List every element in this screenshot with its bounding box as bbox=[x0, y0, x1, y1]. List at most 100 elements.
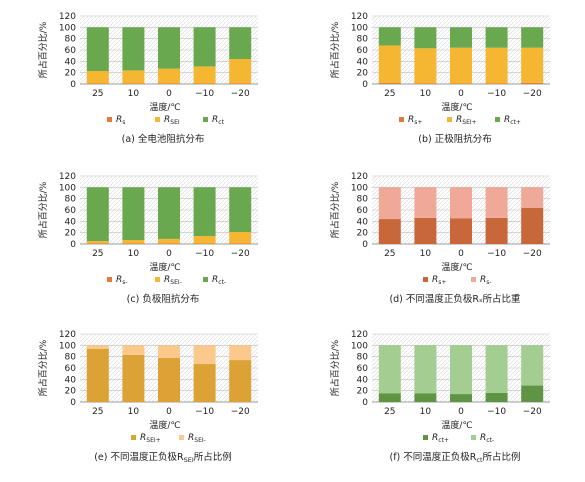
legend-swatch bbox=[423, 435, 428, 440]
x-tick-label: −20 bbox=[231, 89, 250, 99]
y-tick-label: 20 bbox=[357, 229, 369, 239]
legend-label: Rs+ bbox=[432, 275, 446, 286]
caption: (f) 不同温度正负极Rct所占比例 bbox=[389, 451, 520, 464]
bar-segment bbox=[229, 187, 252, 233]
bar-segment bbox=[193, 364, 216, 402]
panel-d: 0 20 40 60 80 100 120 25 10 0 −10 −20 所占百分比/% 温度/℃ Rs+… bbox=[292, 160, 584, 320]
y-tick-label: 100 bbox=[351, 183, 368, 193]
x-tick-label: 0 bbox=[166, 89, 172, 99]
bar-segment bbox=[193, 236, 216, 244]
caption: (d) 不同温度正负极Rₛ所占比重 bbox=[389, 293, 521, 305]
caption: (a) 全电池阻抗分布 bbox=[122, 133, 205, 145]
y-tick-label: 40 bbox=[357, 57, 369, 67]
x-tick-label: 0 bbox=[166, 249, 172, 259]
bar-segment bbox=[193, 243, 216, 244]
x-axis-label: 温度/℃ bbox=[441, 419, 472, 431]
y-tick-label: 60 bbox=[357, 206, 369, 216]
y-tick-label: 40 bbox=[357, 375, 369, 385]
y-tick-label: 20 bbox=[65, 69, 77, 79]
y-tick-label: 100 bbox=[351, 341, 368, 351]
x-tick-label: −20 bbox=[231, 249, 250, 259]
y-tick-label: 120 bbox=[59, 172, 76, 182]
bar-segment bbox=[122, 70, 145, 84]
bar-segment bbox=[158, 357, 180, 402]
legend-label: Rct+ bbox=[432, 433, 449, 444]
x-tick-label: 10 bbox=[420, 249, 432, 259]
bar-segment bbox=[122, 243, 145, 244]
bar-segment bbox=[485, 83, 508, 84]
legend-swatch bbox=[203, 117, 208, 122]
x-tick-label: −10 bbox=[487, 407, 506, 417]
legend-swatch bbox=[131, 435, 136, 440]
bar-segment bbox=[521, 27, 544, 48]
y-tick-label: 40 bbox=[65, 217, 77, 227]
x-tick-label: −10 bbox=[487, 89, 506, 99]
legend-label: RSEI- bbox=[188, 433, 206, 444]
bar-segment bbox=[158, 238, 180, 244]
y-axis-label: 所占百分比/% bbox=[329, 181, 341, 238]
bar-segment bbox=[450, 394, 472, 402]
legend-label: RSEI- bbox=[164, 275, 182, 286]
y-tick-label: 80 bbox=[357, 195, 369, 205]
bar-segment bbox=[229, 27, 252, 60]
x-tick-label: −10 bbox=[195, 249, 214, 259]
y-axis-label: 所占百分比/% bbox=[37, 21, 49, 78]
bar-segment bbox=[414, 393, 437, 402]
y-tick-label: 120 bbox=[59, 12, 76, 22]
legend-swatch bbox=[155, 277, 160, 282]
x-tick-label: 0 bbox=[458, 249, 464, 259]
bar-segment bbox=[521, 187, 544, 208]
legend-swatch bbox=[179, 435, 184, 440]
x-tick-label: −20 bbox=[523, 249, 542, 259]
y-tick-label: 0 bbox=[362, 80, 368, 90]
x-tick-label: 0 bbox=[458, 89, 464, 99]
y-tick-label: 20 bbox=[65, 387, 77, 397]
legend-swatch bbox=[107, 277, 112, 282]
x-axis-label: 温度/℃ bbox=[441, 101, 472, 113]
caption: (e) 不同温度正负极RSEI所占比例 bbox=[94, 451, 232, 464]
x-axis-label: 温度/℃ bbox=[441, 261, 472, 273]
bar-segment bbox=[122, 345, 145, 355]
bar-segment bbox=[193, 66, 216, 84]
bar-segment bbox=[229, 345, 252, 361]
bar-segment bbox=[193, 27, 216, 67]
bar-segment bbox=[158, 187, 180, 239]
x-axis-label: 温度/℃ bbox=[149, 261, 180, 273]
bar-segment bbox=[193, 187, 216, 237]
bar-segment bbox=[158, 68, 180, 84]
x-tick-label: −10 bbox=[195, 407, 214, 417]
legend-swatch bbox=[423, 277, 428, 282]
bar-segment bbox=[378, 82, 401, 84]
legend-swatch bbox=[155, 117, 160, 122]
legend-label: Rs- bbox=[480, 275, 492, 286]
bar-segment bbox=[122, 187, 145, 241]
bar-segment bbox=[414, 187, 437, 218]
y-tick-label: 80 bbox=[357, 353, 369, 363]
bar-segment bbox=[521, 207, 544, 244]
y-tick-label: 60 bbox=[65, 206, 77, 216]
bar-segment bbox=[414, 48, 437, 84]
bar-segment bbox=[86, 27, 109, 71]
bar-segment bbox=[86, 187, 109, 242]
y-axis-label: 所占百分比/% bbox=[329, 339, 341, 396]
bar-segment bbox=[86, 70, 109, 84]
panel-f: 0 20 40 60 80 100 120 25 10 0 −10 −20 所占百分比/% 温度/℃ Rct… bbox=[292, 318, 584, 478]
bar-segment bbox=[229, 59, 252, 84]
bar-segment bbox=[521, 82, 544, 84]
y-tick-label: 80 bbox=[65, 353, 77, 363]
bar-segment bbox=[158, 345, 180, 358]
y-tick-label: 40 bbox=[65, 375, 77, 385]
y-tick-label: 20 bbox=[357, 69, 369, 79]
bar-segment bbox=[158, 83, 180, 84]
x-tick-label: 0 bbox=[458, 407, 464, 417]
y-tick-label: 80 bbox=[65, 195, 77, 205]
bar-segment bbox=[122, 354, 145, 402]
x-tick-label: 10 bbox=[128, 407, 140, 417]
x-tick-label: 10 bbox=[420, 407, 432, 417]
legend-label: RSEI+ bbox=[140, 433, 161, 444]
legend-swatch bbox=[447, 117, 452, 122]
